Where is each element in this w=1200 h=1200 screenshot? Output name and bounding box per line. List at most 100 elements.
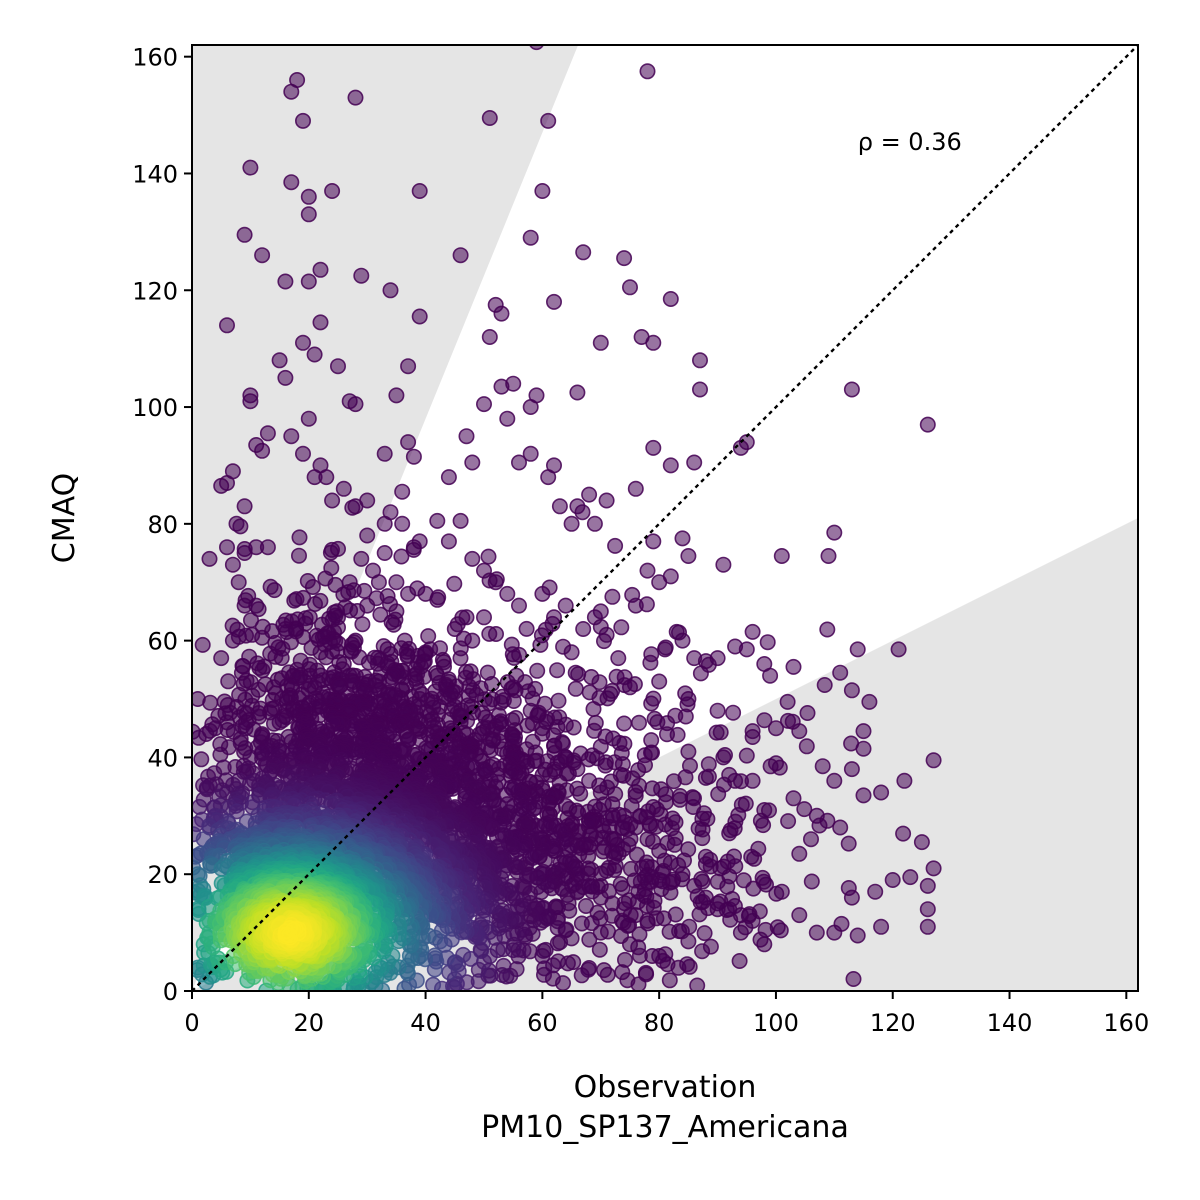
data-point bbox=[283, 83, 300, 100]
x-tick-label: 20 bbox=[294, 1009, 325, 1037]
data-point bbox=[756, 712, 773, 729]
data-point bbox=[691, 906, 708, 923]
data-point bbox=[493, 305, 510, 322]
data-point bbox=[312, 314, 329, 331]
data-point bbox=[607, 537, 624, 554]
data-point bbox=[193, 751, 210, 768]
data-point bbox=[642, 654, 659, 671]
data-point bbox=[768, 885, 785, 902]
data-point bbox=[441, 964, 458, 981]
data-point bbox=[896, 772, 913, 789]
data-point bbox=[329, 358, 346, 375]
data-point bbox=[400, 434, 417, 451]
data-point bbox=[614, 964, 631, 981]
data-point bbox=[394, 483, 411, 500]
data-point bbox=[645, 533, 662, 550]
y-tick-label: 0 bbox=[163, 978, 178, 1006]
data-point bbox=[376, 544, 393, 561]
data-point bbox=[385, 616, 402, 633]
data-point bbox=[213, 477, 230, 494]
data-point bbox=[710, 786, 727, 803]
data-point bbox=[785, 658, 802, 675]
data-point bbox=[201, 550, 218, 567]
data-point bbox=[306, 595, 323, 612]
data-point bbox=[752, 812, 769, 829]
y-tick-label: 160 bbox=[132, 44, 178, 72]
data-point bbox=[919, 877, 936, 894]
data-point bbox=[762, 758, 779, 775]
data-point bbox=[873, 918, 890, 935]
data-point bbox=[597, 757, 614, 774]
data-point bbox=[662, 457, 679, 474]
data-point bbox=[224, 632, 241, 649]
data-point bbox=[791, 723, 808, 740]
data-point bbox=[861, 693, 878, 710]
data-point bbox=[202, 694, 219, 711]
data-point bbox=[236, 544, 253, 561]
y-tick-label: 40 bbox=[147, 744, 178, 772]
data-point bbox=[843, 381, 860, 398]
data-point bbox=[581, 684, 598, 701]
y-axis: 0 20 40 60 80 100 120 140 160 bbox=[132, 44, 192, 1006]
data-point bbox=[322, 544, 339, 561]
data-point bbox=[708, 724, 725, 741]
data-point bbox=[762, 667, 779, 684]
data-point bbox=[658, 726, 675, 743]
data-point bbox=[665, 773, 682, 790]
y-tick-label: 60 bbox=[147, 628, 178, 656]
data-point bbox=[250, 601, 267, 618]
data-point bbox=[324, 492, 341, 509]
data-point bbox=[779, 693, 796, 710]
data-point bbox=[294, 334, 311, 351]
data-point bbox=[661, 923, 678, 940]
data-point bbox=[802, 831, 819, 848]
data-point bbox=[353, 267, 370, 284]
data-point bbox=[194, 636, 211, 653]
data-point bbox=[803, 873, 820, 890]
data-point bbox=[259, 539, 276, 556]
data-point bbox=[254, 629, 271, 646]
data-point bbox=[709, 873, 726, 890]
data-point bbox=[613, 619, 630, 636]
data-point bbox=[779, 712, 796, 729]
y-tick-label: 120 bbox=[132, 277, 178, 305]
data-point bbox=[637, 964, 654, 981]
data-point bbox=[429, 512, 446, 529]
data-point bbox=[845, 970, 862, 987]
data-point bbox=[651, 574, 668, 591]
data-point bbox=[573, 915, 590, 932]
data-point bbox=[832, 664, 849, 681]
x-tick-label: 120 bbox=[870, 1009, 916, 1037]
data-point bbox=[686, 454, 703, 471]
data-point bbox=[884, 871, 901, 888]
data-point bbox=[867, 883, 884, 900]
data-point bbox=[213, 650, 230, 667]
data-point bbox=[192, 729, 207, 746]
data-point bbox=[370, 574, 387, 591]
data-point bbox=[281, 927, 298, 944]
data-point bbox=[855, 723, 872, 740]
data-point bbox=[529, 45, 544, 51]
data-point bbox=[671, 791, 688, 808]
data-point bbox=[849, 927, 866, 944]
data-point bbox=[344, 499, 361, 516]
data-point bbox=[773, 547, 790, 564]
data-point bbox=[277, 273, 294, 290]
data-point bbox=[645, 439, 662, 456]
data-point bbox=[895, 825, 912, 842]
data-point bbox=[294, 445, 311, 462]
data-point bbox=[290, 547, 307, 564]
data-point bbox=[591, 674, 608, 691]
data-point bbox=[376, 515, 393, 532]
y-tick-label: 20 bbox=[147, 861, 178, 889]
data-point bbox=[595, 962, 612, 979]
data-point bbox=[843, 682, 860, 699]
data-point bbox=[273, 649, 290, 666]
data-point bbox=[680, 743, 697, 760]
data-point bbox=[359, 527, 376, 544]
data-point bbox=[743, 848, 760, 865]
data-point bbox=[522, 445, 539, 462]
data-point bbox=[286, 592, 303, 609]
data-point bbox=[335, 480, 352, 497]
